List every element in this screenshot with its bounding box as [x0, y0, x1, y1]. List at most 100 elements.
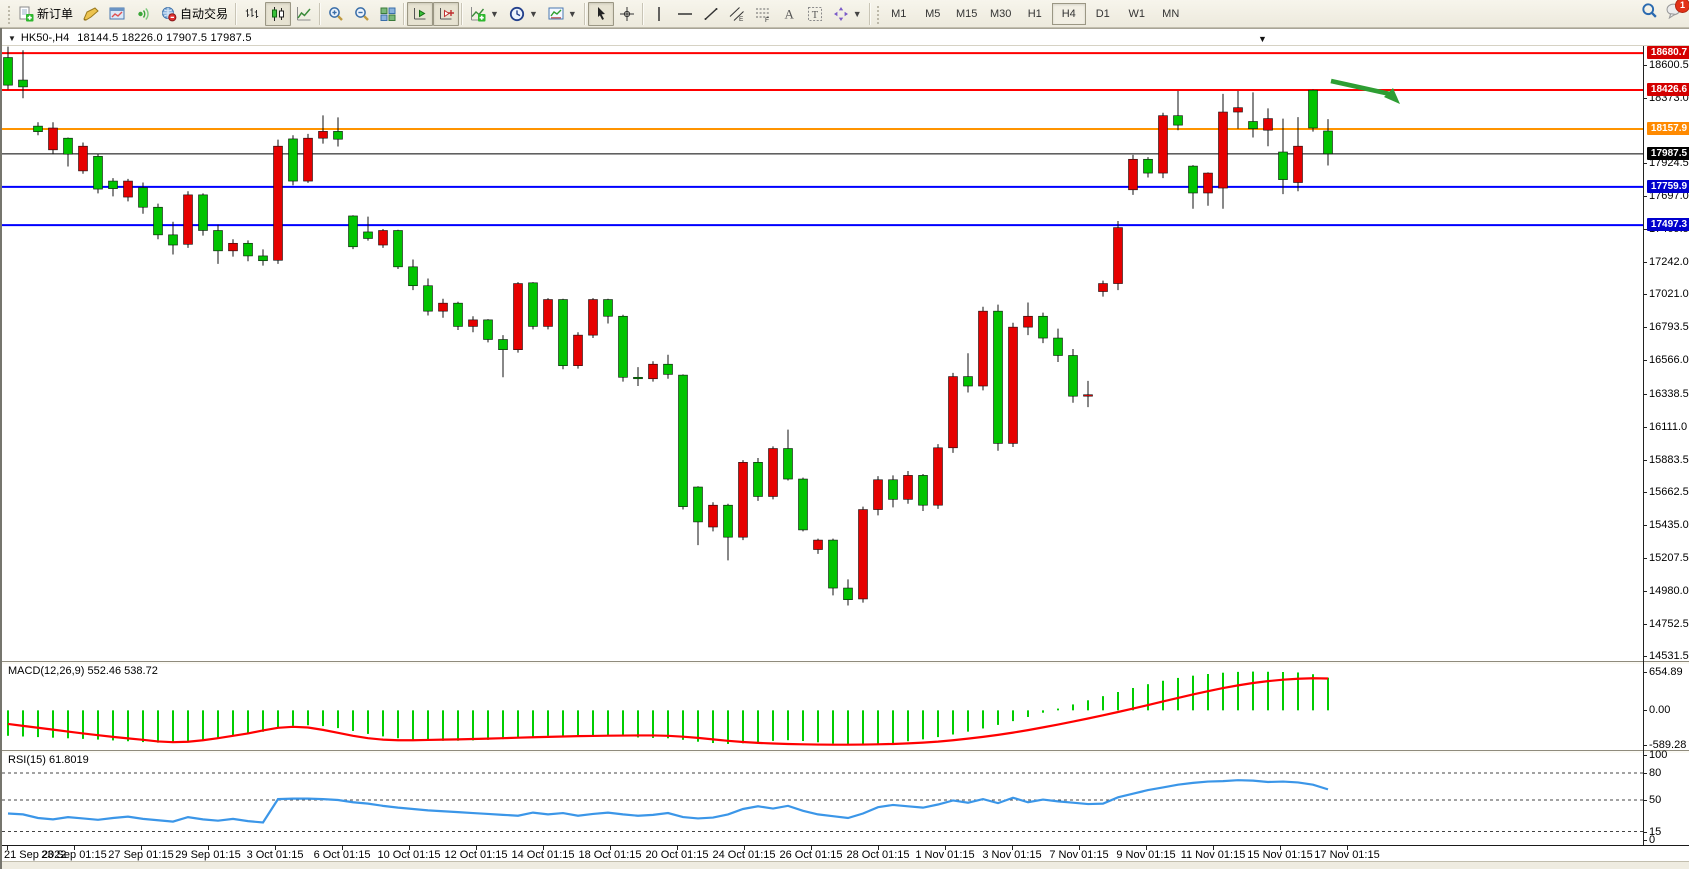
svg-text:A: A — [784, 6, 794, 21]
toolbar-button-crosshair[interactable] — [614, 2, 640, 26]
time-axis-tick — [342, 846, 343, 850]
price-axis-label: 15662.5 — [1649, 485, 1689, 498]
toolbar-button-zoom-in[interactable] — [323, 2, 349, 26]
candle — [588, 298, 598, 339]
price-axis-label: 14752.5 — [1649, 618, 1689, 631]
toolbar-separator — [868, 2, 871, 25]
timeframe-button-H1[interactable]: H1 — [1027, 7, 1042, 20]
toolbar-button-chart-shift[interactable] — [433, 1, 460, 26]
one-click-collapse-icon[interactable]: ▼ — [8, 34, 16, 43]
candle — [213, 224, 223, 264]
toolbar-button-auto-trading[interactable]: 自动交易 — [156, 2, 233, 26]
candle — [1023, 302, 1033, 336]
toolbar-button-styler-crayon[interactable] — [78, 2, 104, 26]
dropdown-arrow-icon[interactable]: ▼ — [528, 8, 538, 19]
toolbar-button-arrows[interactable]: ▼ — [828, 2, 867, 26]
toolbar-button-market-window[interactable] — [104, 2, 130, 26]
toolbar-button-fibonacci[interactable]: F — [750, 2, 776, 26]
search-button[interactable] — [1641, 2, 1658, 22]
candle — [648, 361, 658, 382]
time-axis-tick — [744, 846, 745, 850]
timeframe-button-M1[interactable]: M1 — [891, 7, 907, 20]
annotation-arrow-head[interactable] — [1384, 88, 1400, 104]
toolbar-button-new-order[interactable]: 新订单 — [13, 2, 78, 26]
candle — [1248, 92, 1258, 138]
timeframe-button-H4[interactable]: H4 — [1051, 2, 1086, 25]
toolbar-button-line-chart-mode[interactable] — [291, 2, 317, 26]
rsi-axis-label: 0 — [1649, 834, 1656, 846]
chart-window: ▼ HK50-,H4 18144.5 18226.0 17907.5 17987.5… — [0, 28, 1689, 869]
sound-icon — [138, 7, 149, 20]
toolbar-button-auto-scroll[interactable] — [407, 1, 434, 26]
timeframe-button-D1[interactable]: D1 — [1095, 7, 1110, 20]
linechart-icon — [297, 6, 311, 20]
toolbar-separator — [641, 2, 644, 25]
main-price-pane[interactable] — [2, 46, 1643, 661]
price-axis-label: 14980.0 — [1649, 584, 1689, 597]
candle — [1188, 165, 1198, 209]
candle — [198, 193, 208, 236]
chart-shift-marker[interactable]: ▼ — [1258, 34, 1267, 44]
dropdown-arrow-icon[interactable]: ▼ — [852, 8, 862, 19]
time-axis-tick — [275, 846, 276, 850]
candle — [1053, 328, 1063, 363]
toolbar-button-text-label[interactable]: T — [802, 2, 828, 26]
candle — [3, 46, 13, 90]
cursor-icon — [597, 6, 605, 20]
candle — [18, 50, 28, 99]
toolbar-button-templates[interactable]: ▼ — [543, 2, 582, 26]
toolbar-button-vertical-line[interactable] — [646, 2, 672, 26]
toolbar-button-equidistant-channel[interactable]: E — [724, 2, 750, 26]
time-axis-tick — [409, 846, 410, 850]
candle — [378, 229, 388, 248]
toolbar-button-cursor[interactable] — [587, 1, 614, 26]
rsi-pane[interactable] — [2, 752, 1643, 845]
toolbar-button-candlestick-mode[interactable] — [265, 1, 292, 26]
toolbar-button-text[interactable]: A — [776, 2, 802, 26]
pane-separator[interactable] — [2, 750, 1689, 753]
price-badge-18157.9: 18157.9 — [1647, 122, 1689, 136]
timeframe-button-M5[interactable]: M5 — [925, 7, 941, 20]
autoscroll-icon — [414, 7, 426, 19]
toolbar-separator — [583, 2, 586, 25]
dropdown-arrow-icon[interactable]: ▼ — [490, 8, 499, 19]
channel-icon: E — [729, 6, 744, 22]
toolbar-drag-handle[interactable] — [6, 3, 11, 24]
price-axis-label: 17924.5 — [1649, 156, 1689, 169]
search-icon — [1642, 3, 1657, 18]
timeframe-button-M30[interactable]: M30 — [990, 7, 1012, 20]
dropdown-arrow-icon[interactable]: ▼ — [567, 8, 577, 19]
toolbar-button-horizontal-line[interactable] — [672, 2, 698, 26]
macd-pane[interactable] — [2, 663, 1643, 750]
notifications-button[interactable]: 1 — [1666, 0, 1689, 22]
toolbar-button-trendline[interactable] — [698, 2, 724, 26]
candle — [843, 579, 853, 606]
timeframe-button-W1[interactable]: W1 — [1128, 7, 1145, 20]
toolbar-button-bar-chart-mode[interactable] — [239, 2, 265, 26]
toolbar-button-zoom-out[interactable] — [349, 2, 375, 26]
candle — [798, 477, 808, 532]
price-axis-label: 16338.5 — [1649, 387, 1689, 400]
annotation-arrow[interactable] — [1330, 78, 1391, 97]
price-badge-17987.5: 17987.5 — [1647, 146, 1689, 160]
timeframe-button-MN[interactable]: MN — [1162, 7, 1180, 20]
time-axis[interactable]: 21 Sep 2022 23 Sep 01:15 27 Sep 01:15 29 Se… — [2, 845, 1689, 862]
candle — [1233, 90, 1243, 129]
vline-icon — [658, 6, 660, 21]
toolbar-drag-handle[interactable] — [874, 3, 880, 24]
candle — [603, 298, 613, 324]
toolbar-button-periods[interactable]: ▼ — [504, 2, 543, 26]
time-axis-tick — [677, 846, 678, 850]
toolbar-separator — [235, 2, 238, 25]
price-axis-tick — [1643, 97, 1647, 99]
toolbar-button-tile-windows[interactable] — [375, 2, 401, 26]
candle — [138, 182, 148, 214]
time-axis-tick — [1213, 846, 1214, 850]
candle — [828, 538, 838, 596]
toolbar-button-indicators[interactable]: ▼ — [465, 2, 504, 26]
timeframe-button-M15[interactable]: M15 — [956, 7, 978, 20]
pane-separator[interactable] — [2, 661, 1689, 664]
candle — [1323, 119, 1333, 166]
candle — [183, 191, 193, 248]
toolbar-button-sound-alerts[interactable] — [130, 2, 156, 26]
